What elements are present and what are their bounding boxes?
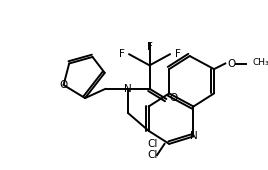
Text: N: N — [190, 131, 197, 141]
Text: F: F — [175, 49, 181, 59]
Text: N: N — [124, 84, 132, 94]
Text: Cl: Cl — [147, 150, 158, 160]
Text: CH₃: CH₃ — [252, 58, 268, 67]
Text: F: F — [118, 49, 124, 59]
Text: O: O — [170, 93, 178, 103]
Text: O: O — [228, 58, 236, 69]
Text: F: F — [147, 42, 152, 52]
Text: Cl: Cl — [148, 139, 158, 149]
Text: O: O — [59, 80, 68, 90]
